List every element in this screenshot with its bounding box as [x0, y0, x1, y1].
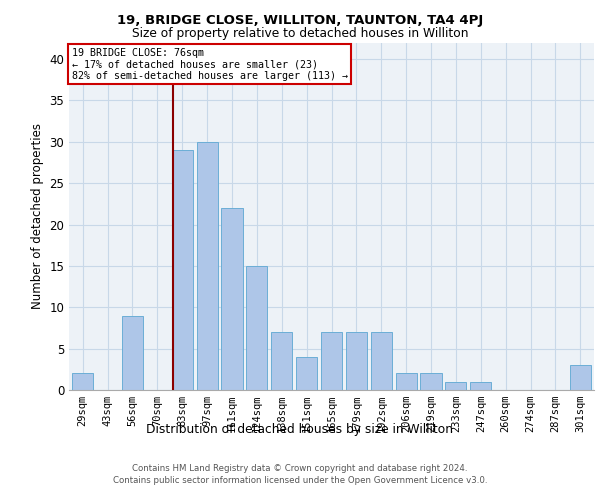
Text: Size of property relative to detached houses in Williton: Size of property relative to detached ho…	[132, 28, 468, 40]
Text: Contains HM Land Registry data © Crown copyright and database right 2024.: Contains HM Land Registry data © Crown c…	[132, 464, 468, 473]
Bar	[172, 150, 193, 390]
Text: 19 BRIDGE CLOSE: 76sqm
← 17% of detached houses are smaller (23)
82% of semi-det: 19 BRIDGE CLOSE: 76sqm ← 17% of detached…	[71, 48, 347, 81]
Bar	[122, 316, 143, 390]
Bar	[371, 332, 392, 390]
Text: 19, BRIDGE CLOSE, WILLITON, TAUNTON, TA4 4PJ: 19, BRIDGE CLOSE, WILLITON, TAUNTON, TA4…	[117, 14, 483, 27]
Bar	[271, 332, 292, 390]
Bar	[470, 382, 491, 390]
Bar	[346, 332, 367, 390]
Bar	[570, 365, 591, 390]
Bar	[221, 208, 242, 390]
Bar	[445, 382, 466, 390]
Bar	[321, 332, 342, 390]
Text: Distribution of detached houses by size in Williton: Distribution of detached houses by size …	[146, 422, 454, 436]
Y-axis label: Number of detached properties: Number of detached properties	[31, 123, 44, 309]
Bar	[246, 266, 268, 390]
Text: Contains public sector information licensed under the Open Government Licence v3: Contains public sector information licen…	[113, 476, 487, 485]
Bar	[197, 142, 218, 390]
Bar	[395, 374, 417, 390]
Bar	[421, 374, 442, 390]
Bar	[72, 374, 93, 390]
Bar	[296, 357, 317, 390]
